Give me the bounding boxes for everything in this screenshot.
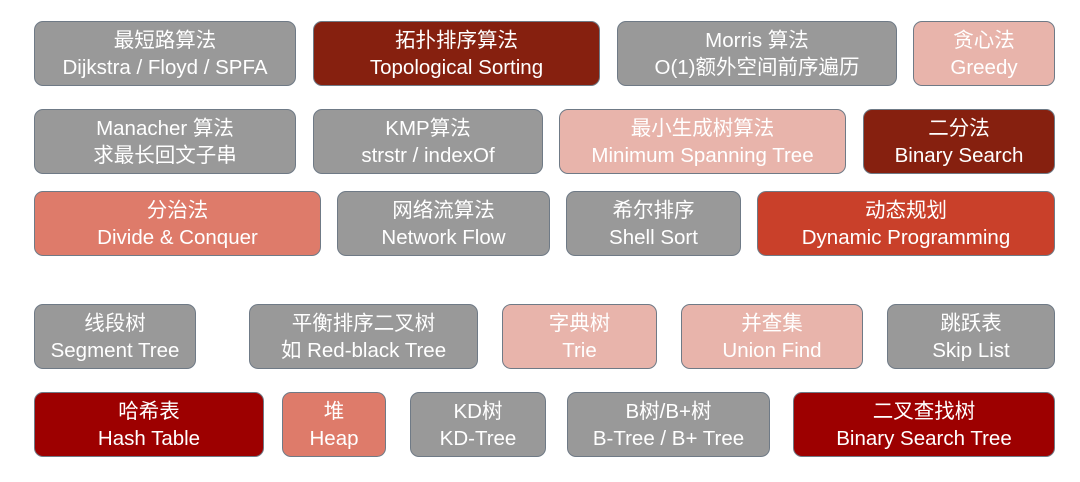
- tile-title: 分治法: [146, 198, 209, 222]
- tile-title: Morris 算法: [705, 28, 809, 52]
- tile-subtitle: Network Flow: [381, 225, 506, 249]
- tile-subtitle: Dijkstra / Floyd / SPFA: [62, 55, 268, 79]
- tile-subtitle: KD-Tree: [439, 426, 517, 450]
- tile-title: 二叉查找树: [872, 399, 976, 423]
- tile-subtitle: strstr / indexOf: [361, 143, 495, 167]
- algorithm-tile: 拓扑排序算法 Topological Sorting: [313, 21, 600, 86]
- algorithm-tile: 二分法 Binary Search: [863, 109, 1055, 174]
- tile-title: 希尔排序: [612, 198, 695, 222]
- tile-subtitle: Shell Sort: [609, 225, 698, 249]
- tile-subtitle: Trie: [562, 338, 597, 362]
- algorithm-tile: 网络流算法 Network Flow: [337, 191, 550, 256]
- tile-title: 网络流算法: [392, 198, 495, 222]
- tile-title: KD树: [453, 399, 503, 423]
- algorithm-tile: 跳跃表 Skip List: [887, 304, 1055, 369]
- tile-title: 线段树: [84, 311, 146, 335]
- tile-subtitle: Skip List: [932, 338, 1010, 362]
- tile-title: KMP算法: [385, 116, 471, 140]
- tile-title: 动态规划: [865, 198, 947, 222]
- algorithm-tile: 堆 Heap: [282, 392, 386, 457]
- tile-subtitle: Binary Search Tree: [836, 426, 1012, 450]
- tile-subtitle: Binary Search: [894, 143, 1024, 167]
- algorithm-tile: 最短路算法 Dijkstra / Floyd / SPFA: [34, 21, 296, 86]
- tile-subtitle: Hash Table: [97, 426, 201, 450]
- algorithm-tile: KD树 KD-Tree: [410, 392, 546, 457]
- algorithm-tile: 字典树 Trie: [502, 304, 657, 369]
- tile-subtitle: Heap: [309, 426, 359, 450]
- tile-title: 字典树: [548, 311, 611, 335]
- tile-subtitle: B-Tree / B+ Tree: [592, 426, 745, 450]
- tile-title: 堆: [323, 399, 345, 423]
- algorithm-tile: 希尔排序 Shell Sort: [566, 191, 741, 256]
- tile-title: 拓扑排序算法: [395, 28, 518, 52]
- tile-title: B树/B+树: [625, 399, 712, 423]
- tile-title: 并查集: [741, 311, 803, 335]
- tile-title: 跳跃表: [940, 311, 1002, 335]
- algorithm-tile: 线段树 Segment Tree: [34, 304, 196, 369]
- algorithm-tile: 并查集 Union Find: [681, 304, 863, 369]
- tile-title: 最短路算法: [113, 28, 217, 52]
- algorithm-tile: 分治法 Divide & Conquer: [34, 191, 321, 256]
- algorithm-tile: 贪心法 Greedy: [913, 21, 1055, 86]
- tile-subtitle: Segment Tree: [50, 338, 180, 362]
- tile-title: 二分法: [928, 116, 990, 140]
- tile-subtitle: Divide & Conquer: [97, 225, 258, 249]
- tile-title: 哈希表: [118, 399, 180, 423]
- tile-subtitle: 求最长回文子串: [93, 143, 237, 167]
- algorithm-tile: Morris 算法 O(1)额外空间前序遍历: [617, 21, 897, 86]
- tile-subtitle: Greedy: [950, 55, 1018, 79]
- tile-subtitle: Dynamic Programming: [801, 225, 1011, 249]
- tile-subtitle: Topological Sorting: [369, 55, 544, 79]
- tile-subtitle: Minimum Spanning Tree: [591, 143, 814, 167]
- algorithm-tile: 动态规划 Dynamic Programming: [757, 191, 1055, 256]
- algorithm-tile: 最小生成树算法 Minimum Spanning Tree: [559, 109, 846, 174]
- tile-subtitle: 如 Red-black Tree: [280, 338, 447, 362]
- algorithm-tile: 哈希表 Hash Table: [34, 392, 264, 457]
- algorithm-tile: B树/B+树 B-Tree / B+ Tree: [567, 392, 770, 457]
- tile-title: 平衡排序二叉树: [291, 311, 436, 335]
- tile-title: Manacher 算法: [96, 116, 234, 140]
- algorithm-tile: 平衡排序二叉树如 Red-black Tree: [249, 304, 478, 369]
- tile-title: 贪心法: [953, 28, 1015, 52]
- tile-subtitle: Union Find: [722, 338, 822, 362]
- tile-title: 最小生成树算法: [630, 116, 775, 140]
- tile-subtitle: O(1)额外空间前序遍历: [654, 55, 860, 79]
- algorithm-tile: 二叉查找树 Binary Search Tree: [793, 392, 1055, 457]
- algorithm-tile: Manacher 算法 求最长回文子串: [34, 109, 296, 174]
- algorithm-tile: KMP算法 strstr / indexOf: [313, 109, 543, 174]
